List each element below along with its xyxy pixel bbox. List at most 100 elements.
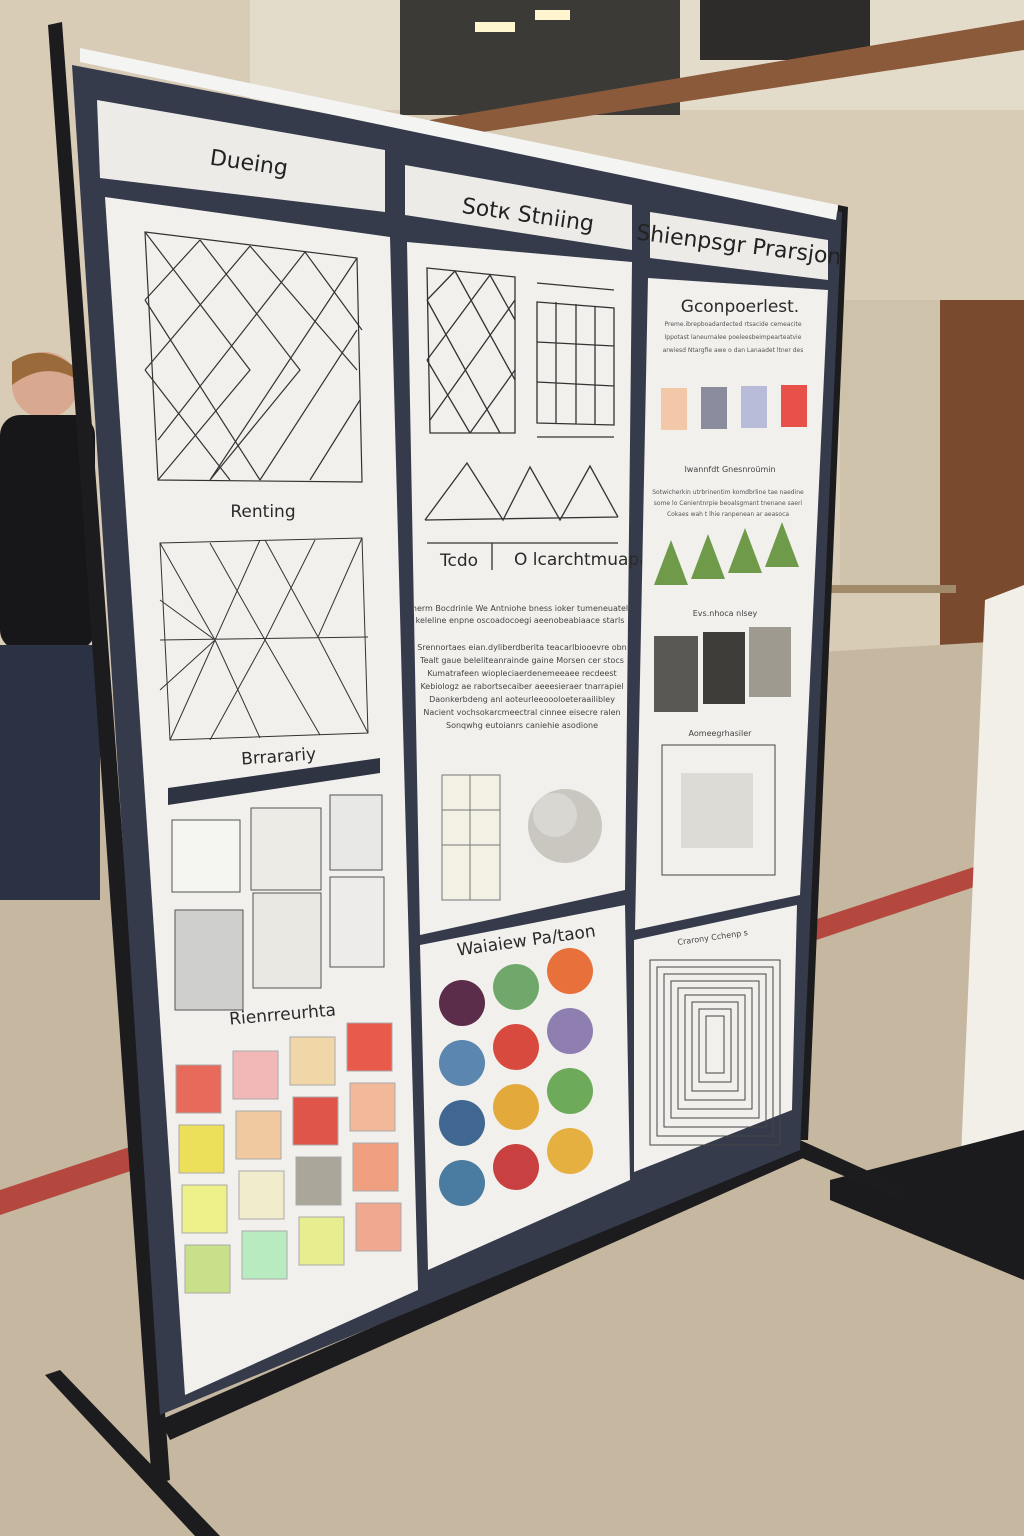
diamond-lattice [144, 231, 363, 483]
ceiling-light [475, 22, 515, 32]
text-line: Preme.ibrepboadardected rtsacide cemeaci… [664, 321, 801, 328]
text-line: Kebiologz ae rabortsecaiber aeeesieraer … [420, 682, 623, 691]
color-dot [439, 1100, 485, 1146]
frame-sample [661, 744, 776, 876]
color-dot [493, 1144, 539, 1190]
texture-tiles [171, 794, 385, 1011]
col2-header [405, 165, 632, 250]
text-line: keleline enpne oscoadocoegi aeenobeabiaa… [416, 616, 625, 625]
color-swatch [232, 1050, 279, 1100]
concentric-square [698, 1008, 732, 1083]
tile-sample [441, 774, 501, 901]
color-swatch [741, 386, 767, 428]
color-swatch [235, 1110, 282, 1160]
col3-section-3: Evs.nhoca nlsey [693, 609, 758, 618]
second-stand [830, 1130, 1024, 1280]
green-triangle [691, 534, 725, 579]
colored-dots [439, 948, 593, 1206]
text-line: Cokaes wah t lhie ranpenean ar aeasoca [667, 511, 789, 518]
color-dot [493, 1024, 539, 1070]
col2-paragraph-1: herm Bocdrinle We Antniohe bness ioker t… [412, 604, 628, 625]
color-swatch [781, 385, 807, 427]
green-triangle [765, 522, 799, 567]
color-dot [547, 948, 593, 994]
color-dot [493, 964, 539, 1010]
person-hair [12, 352, 78, 385]
text-line: Nacient vochsokarcmeectral cinnee eisecr… [423, 708, 620, 717]
color-swatch [175, 1064, 222, 1114]
col3-paragraph: Preme.ibrepboadardected rtsacide cemeaci… [663, 321, 804, 354]
window [700, 0, 870, 60]
noise-textures [654, 627, 791, 712]
concentric-square [656, 966, 774, 1137]
col3-section-2: Iwannfdt Gnesnroümin [684, 465, 775, 474]
color-dot [439, 1040, 485, 1086]
balcony-rail [430, 20, 1024, 140]
divider-bar [168, 758, 380, 805]
left-pole [48, 22, 170, 1485]
text-line: Kumatrafeen wiopleciaerdenemeeaee recdee… [427, 669, 616, 678]
color-swatch [238, 1170, 285, 1220]
concentric-square [663, 973, 767, 1128]
color-swatch [295, 1156, 342, 1206]
color-swatch [346, 1022, 393, 1072]
person-legs [0, 645, 100, 900]
concentric-square [670, 980, 760, 1119]
frame-texture [681, 773, 753, 848]
green-triangle [728, 528, 762, 573]
text-line: herm Bocdrinle We Antniohe bness ioker t… [412, 604, 628, 613]
legend-item-2: O lcarchtmuapas [514, 550, 659, 570]
text-line: lppotast laneurnalee poeleesbeimpearteat… [665, 334, 802, 341]
text-line: Srennortaes eian.dyliberdberita teacarlb… [417, 643, 627, 652]
color-dot [547, 1068, 593, 1114]
second-poster [960, 585, 1024, 1180]
concentric-square [649, 959, 781, 1146]
ceiling-light [535, 10, 570, 20]
color-swatch [241, 1230, 288, 1280]
sphere-highlight [533, 793, 577, 837]
pillar [840, 300, 940, 590]
color-swatch [355, 1202, 402, 1252]
concentric-square [677, 987, 753, 1110]
color-dot [439, 1160, 485, 1206]
color-swatch [184, 1244, 231, 1294]
table [826, 585, 956, 593]
concentric-square [684, 994, 746, 1101]
color-swatch [661, 388, 687, 430]
grid-diagrams [424, 267, 619, 570]
text-line: arwiesd Ntargfie awe o dan Lanaadet ltne… [663, 347, 804, 354]
col3-header [650, 212, 828, 280]
starburst-pattern [159, 537, 369, 741]
text-line: Tealt gaue beleliteanrainde gaine Morsen… [419, 656, 624, 665]
foot [760, 1140, 910, 1200]
col3-title: Gconpoerlest. [681, 297, 799, 317]
color-swatch [292, 1096, 339, 1146]
color-dot [439, 980, 485, 1026]
col1-section-1: Renting [230, 502, 295, 522]
color-dot [547, 1128, 593, 1174]
color-swatch [298, 1216, 345, 1266]
color-dot [493, 1084, 539, 1130]
color-swatch [178, 1124, 225, 1174]
green-triangles [654, 522, 799, 585]
col1-header [97, 100, 385, 212]
col3-paragraph-2: Sotwicherkin utrbrinentim komdbrline tae… [652, 489, 804, 518]
col3-bottom-panel [634, 905, 797, 1172]
color-dot [547, 1008, 593, 1054]
foot [45, 1370, 220, 1536]
col2-paragraph-2: Srennortaes eian.dyliberdberita teacarlb… [417, 643, 627, 730]
person-body [0, 415, 95, 650]
col3-panel [635, 278, 828, 930]
concentric-square [691, 1001, 739, 1092]
top-rod [80, 48, 838, 220]
color-swatch [349, 1082, 396, 1132]
color-swatches [661, 385, 807, 430]
text-line: Sonqwhg eutoianrs caniehie asodione [446, 721, 598, 730]
color-swatch-grid [175, 1022, 402, 1294]
concentric-squares [649, 959, 781, 1146]
color-swatch [181, 1184, 228, 1234]
concentric-square [705, 1015, 725, 1074]
green-triangle [654, 540, 688, 585]
